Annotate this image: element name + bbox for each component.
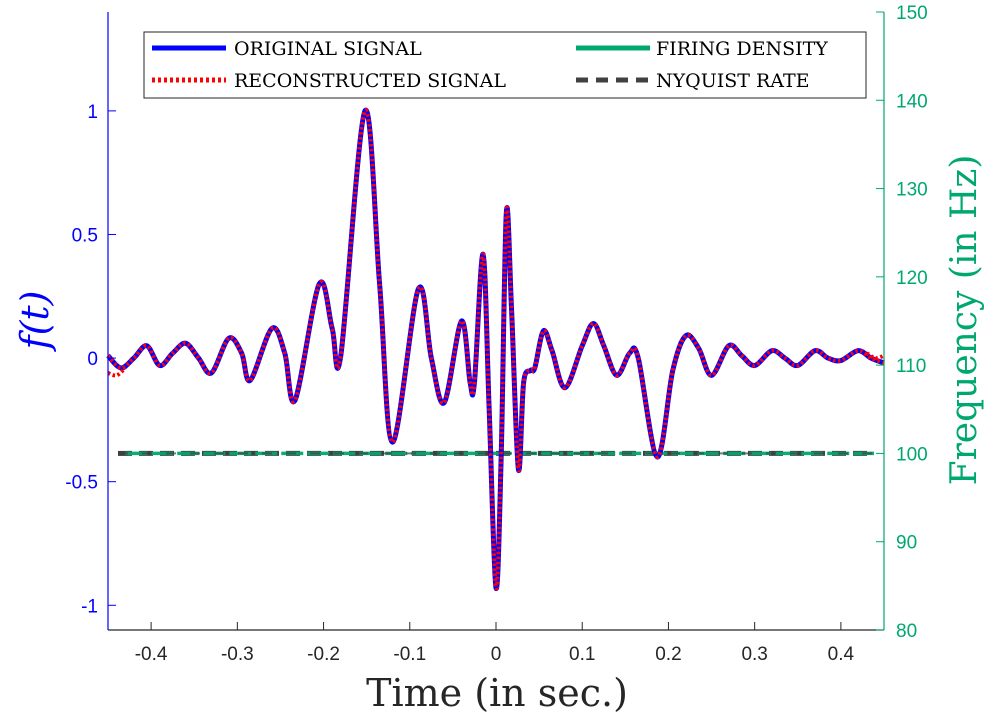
legend: ORIGINAL SIGNAL FIRING DENSITY RECONSTRUCT…: [143, 31, 867, 99]
y-right-tick-label: 110: [896, 356, 926, 377]
axes: -0.4 -0.3 -0.2 -0.1 0 0.1 0.2 0.3 0.4 -1 -0.5 0 0.5 1…: [65, 3, 927, 665]
legend-label: FIRING DENSITY: [656, 38, 828, 60]
y-right-tick-label: 90: [896, 533, 917, 554]
y-right-tick-label: 150: [896, 3, 928, 24]
plot-area: [106, 107, 885, 591]
x-tick-label: 0: [491, 644, 502, 665]
x-tick-label: 0.4: [828, 644, 855, 665]
reconstructed-edge-left: [107, 366, 127, 378]
x-axis-label: Time (in sec.): [366, 671, 628, 715]
y-right-tick-label: 80: [896, 621, 917, 642]
x-tick-label: -0.2: [307, 644, 340, 665]
y-left-tick-label: -1: [81, 596, 98, 617]
legend-box: [143, 31, 867, 99]
reconstructed-edge-right: [865, 351, 885, 361]
y-left-tick-label: -0.5: [65, 473, 98, 494]
x-tick-label: 0.2: [655, 644, 681, 665]
y-right-tick-label: 140: [896, 91, 928, 112]
legend-label: NYQUIST RATE: [656, 70, 810, 92]
x-tick-label: -0.1: [393, 644, 426, 665]
y-left-tick-label: 0.5: [72, 225, 98, 246]
legend-label: ORIGINAL SIGNAL: [234, 38, 422, 60]
y-left-tick-label: 0: [87, 349, 98, 370]
legend-label: RECONSTRUCTED SIGNAL: [234, 70, 506, 92]
y-axis-right-label: Frequency (in Hz): [944, 155, 985, 486]
reconstructed-signal-line: [106, 108, 885, 591]
x-tick-label: -0.4: [135, 644, 168, 665]
x-tick-label: 0.3: [741, 644, 767, 665]
y-axis-left-label: f(t): [13, 291, 57, 353]
y-left-tick-label: 1: [87, 102, 98, 123]
x-tick-label: 0.1: [569, 644, 595, 665]
x-tick-label: -0.3: [221, 644, 254, 665]
y-right-tick-label: 120: [896, 268, 928, 289]
y-right-tick-label: 100: [896, 444, 928, 465]
y-right-tick-label: 130: [896, 180, 928, 201]
